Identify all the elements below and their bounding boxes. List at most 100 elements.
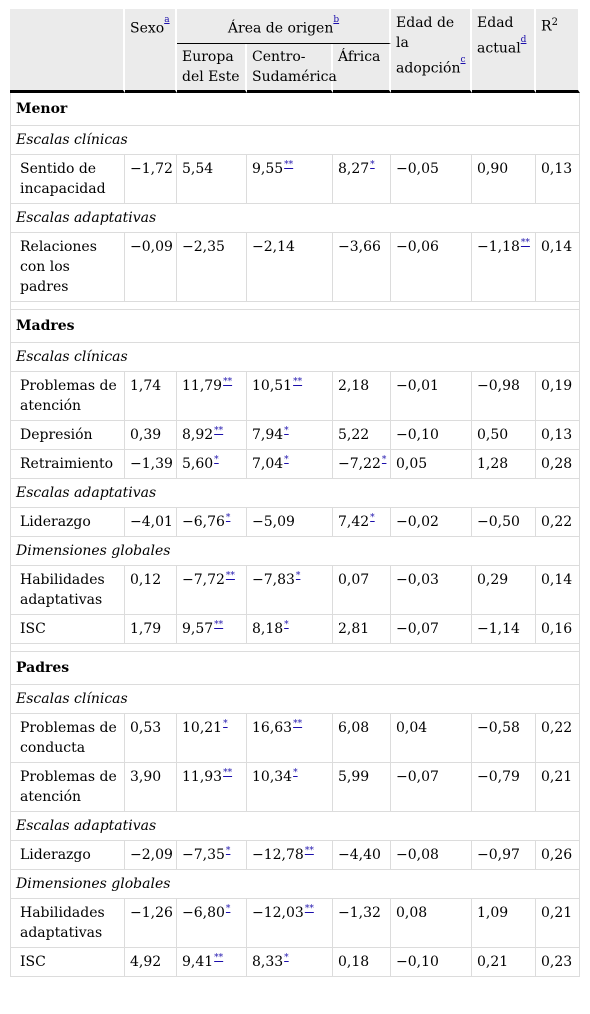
value-cell: 2,81 — [333, 614, 392, 644]
footnote-link-a[interactable]: a — [164, 15, 170, 26]
value-cell: 0,53 — [125, 713, 177, 763]
significance-link[interactable]: * — [284, 953, 289, 963]
value-cell: 0,28 — [536, 449, 581, 479]
significance-link[interactable]: * — [293, 768, 298, 778]
value-cell: −0,01 — [391, 371, 473, 421]
significance-link[interactable]: * — [284, 620, 289, 630]
value-cell: −0,58 — [472, 713, 537, 763]
value-cell: −0,03 — [391, 565, 473, 615]
cell-value: 0,21 — [477, 953, 509, 970]
significance-link[interactable]: ** — [520, 238, 530, 248]
significance-link[interactable]: * — [225, 513, 231, 523]
significance-link[interactable]: ** — [214, 953, 224, 963]
value-cell: 10,21* — [177, 713, 247, 763]
value-cell: 0,12 — [125, 565, 177, 615]
footnote-link-c[interactable]: c — [460, 55, 466, 66]
significance-link[interactable]: ** — [214, 620, 224, 630]
significance-link[interactable]: ** — [293, 719, 303, 729]
significance-link[interactable]: ** — [214, 426, 224, 436]
row-label: Sentido de incapacidad — [10, 154, 125, 204]
cell-value: −0,01 — [396, 377, 439, 394]
significance-link[interactable]: * — [284, 426, 289, 436]
significance-link[interactable]: * — [223, 719, 228, 729]
footnote-link-b[interactable]: b — [333, 15, 340, 26]
value-cell: 6,08 — [333, 713, 392, 763]
value-cell: −2,35 — [177, 232, 247, 302]
cell-value: −0,50 — [477, 513, 520, 530]
significance-link[interactable]: ** — [225, 571, 235, 581]
header-r2-label: R — [541, 18, 552, 35]
value-cell: 5,99 — [333, 762, 392, 812]
value-cell: −7,83* — [247, 565, 333, 615]
significance-link[interactable]: * — [225, 846, 231, 856]
header-edad-actual: Edad actuald — [472, 9, 537, 93]
cell-value: 4,92 — [130, 953, 162, 970]
value-cell: −7,72** — [177, 565, 247, 615]
significance-link[interactable]: * — [370, 513, 375, 523]
section-title: Padres — [10, 651, 581, 685]
value-cell: 2,18 — [333, 371, 392, 421]
cell-value: 8,27 — [338, 160, 370, 177]
row-label: Relaciones con los padres — [10, 232, 125, 302]
value-cell: 0,21 — [536, 762, 581, 812]
cell-value: 1,79 — [130, 620, 162, 637]
cell-value: 0,05 — [396, 455, 428, 472]
table-row: Problemas de atención 1,74 11,79** 10,51** 2… — [10, 371, 581, 421]
section-title: Menor — [10, 92, 581, 126]
table-row: Liderazgo −2,09 −7,35* −12,78** −4,40 −0,08 −0… — [10, 840, 581, 870]
value-cell: 0,22 — [536, 713, 581, 763]
row-label: ISC — [10, 614, 125, 644]
significance-link[interactable]: ** — [223, 768, 233, 778]
value-cell: −0,09 — [125, 232, 177, 302]
group-header-row: Escalas adaptativas — [10, 203, 581, 233]
footnote-link-d[interactable]: d — [520, 35, 527, 46]
cell-value: −0,10 — [396, 426, 439, 443]
cell-value: 1,28 — [477, 455, 509, 472]
value-cell: 5,54 — [177, 154, 247, 204]
value-cell: 1,79 — [125, 614, 177, 644]
row-label: Liderazgo — [10, 507, 125, 537]
cell-value: 8,92 — [182, 426, 214, 443]
value-cell: 5,60* — [177, 449, 247, 479]
value-cell: 3,90 — [125, 762, 177, 812]
significance-link[interactable]: ** — [284, 160, 294, 170]
significance-link[interactable]: ** — [223, 377, 233, 387]
significance-link[interactable]: * — [370, 160, 375, 170]
value-cell: 0,16 — [536, 614, 581, 644]
row-label: Retraimiento — [10, 449, 125, 479]
header-sexo: Sexoa — [125, 9, 177, 93]
cell-value: −1,18 — [477, 238, 520, 255]
group-label: Escalas clínicas — [10, 684, 581, 714]
value-cell: −0,07 — [391, 762, 473, 812]
value-cell: −4,01 — [125, 507, 177, 537]
value-cell: 0,90 — [472, 154, 537, 204]
cell-value: −4,01 — [130, 513, 173, 530]
table-header: Sexoa Área de origenb Edad de la adopció… — [10, 9, 581, 93]
cell-value: −0,05 — [396, 160, 439, 177]
significance-link[interactable]: * — [295, 571, 301, 581]
value-cell: 0,19 — [536, 371, 581, 421]
value-cell: −0,02 — [391, 507, 473, 537]
cell-value: 0,07 — [338, 571, 370, 588]
significance-link[interactable]: * — [225, 904, 231, 914]
value-cell: 0,26 — [536, 840, 581, 870]
significance-link[interactable]: * — [214, 455, 219, 465]
significance-link[interactable]: ** — [304, 904, 314, 914]
table-row: Relaciones con los padres −0,09 −2,35 −2,14… — [10, 232, 581, 302]
cell-value: 5,22 — [338, 426, 370, 443]
value-cell: −1,18** — [472, 232, 537, 302]
significance-link[interactable]: * — [381, 455, 387, 465]
cell-value: −4,40 — [338, 846, 381, 863]
significance-link[interactable]: * — [284, 455, 289, 465]
significance-link[interactable]: ** — [304, 846, 314, 856]
section-spacer — [10, 643, 581, 652]
table-row: ISC 1,79 9,57** 8,18* 2,81 −0,07 −1,14 0,16 — [10, 614, 581, 644]
header-r2: R2 — [536, 9, 581, 93]
significance-link[interactable]: ** — [293, 377, 303, 387]
value-cell: −1,26 — [125, 898, 177, 948]
value-cell: 4,92 — [125, 947, 177, 977]
table-row: Retraimiento −1,39 5,60* 7,04* −7,22* 0,05 1,2… — [10, 449, 581, 479]
cell-value: −0,97 — [477, 846, 520, 863]
value-cell: −0,06 — [391, 232, 473, 302]
value-cell: 8,92** — [177, 420, 247, 450]
